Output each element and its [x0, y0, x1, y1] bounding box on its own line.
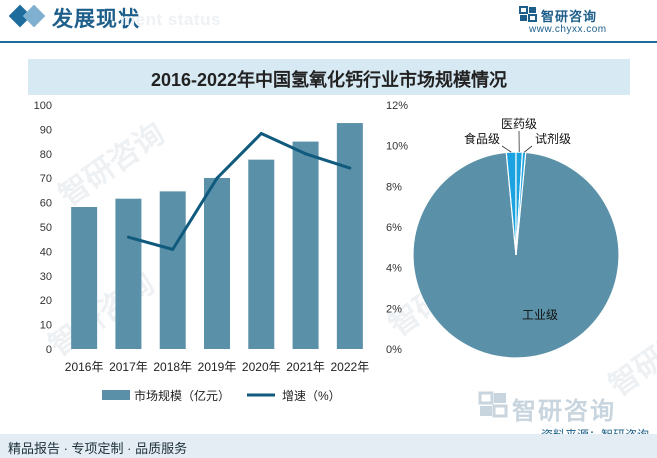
y-right-tick-label: 2% — [386, 303, 402, 315]
footer-tagline: 精品报告 · 专项定制 · 品质服务 — [8, 441, 188, 456]
y-left-tick-label: 30 — [40, 271, 52, 283]
pie-label: 工业级 — [522, 308, 558, 322]
brand-logo-icon — [519, 6, 537, 22]
y-right-tick-label: 4% — [386, 263, 402, 275]
y-left-tick-label: 40 — [40, 246, 52, 258]
pie-slice — [412, 151, 620, 359]
growth-point — [259, 131, 263, 135]
growth-point — [215, 176, 219, 180]
y-right-tick-label: 0% — [386, 344, 402, 356]
growth-point — [304, 152, 308, 156]
chart-title-band: 2016-2022年中国氢氧化钙行业市场规模情况 — [28, 59, 630, 95]
pie-label: 试剂级 — [535, 131, 571, 146]
growth-point — [126, 235, 130, 239]
header-title: 发展现状 — [52, 8, 140, 31]
brand-block: 智研咨询 www.chyxx.com — [519, 6, 639, 40]
x-tick-label: 2020年 — [242, 360, 281, 374]
bar — [248, 159, 275, 349]
legend-label-line: 增速（%） — [282, 389, 341, 403]
pie-leader-line — [501, 145, 512, 153]
chart-title: 2016-2022年中国氢氧化钙行业市场规模情况 — [150, 70, 508, 90]
brand-name: 智研咨询 — [541, 9, 598, 24]
bar — [336, 123, 363, 349]
y-left-tick-label: 60 — [40, 198, 52, 210]
y-left-tick-label: 0 — [46, 344, 52, 356]
x-tick-label: 2018年 — [153, 360, 192, 374]
y-left-tick-label: 10 — [40, 320, 52, 332]
x-tick-label: 2022年 — [331, 360, 370, 374]
legend-label-bar: 市场规模（亿元） — [134, 388, 230, 403]
growth-point — [348, 166, 352, 170]
footer-logo: 智研咨询 — [478, 391, 648, 425]
y-right-tick-label: 6% — [386, 222, 402, 234]
y-left-tick-label: 90 — [40, 124, 52, 136]
x-tick-label: 2016年 — [65, 360, 104, 374]
y-right-tick-label: 10% — [386, 141, 408, 153]
growth-line — [128, 131, 351, 251]
y-right-tick-label: 12% — [386, 100, 408, 112]
footer-logo-icon — [478, 391, 508, 418]
x-tick-label: 2017年 — [109, 360, 148, 374]
y-left-tick-label: 70 — [40, 173, 52, 185]
pie-leader-line — [523, 145, 533, 153]
bar — [159, 191, 186, 349]
x-tick-label: 2021年 — [286, 360, 325, 374]
bar — [71, 206, 98, 349]
y-right-tick-label: 8% — [386, 181, 402, 193]
y-left-tick-label: 20 — [40, 295, 52, 307]
header-rule — [0, 41, 657, 43]
header-subtitle: ment status — [120, 10, 221, 29]
pie-slice — [515, 151, 527, 256]
brand-url: www.chyxx.com — [529, 24, 607, 35]
x-tick-label: 2019年 — [198, 360, 237, 374]
bar — [115, 198, 142, 349]
legend-swatch-bar — [102, 390, 130, 400]
y-left-tick-label: 80 — [40, 149, 52, 161]
page-header: 发展现状 ment status 智研咨询 www.chyxx.com — [0, 0, 657, 40]
bar — [292, 141, 319, 349]
growth-point — [171, 247, 175, 251]
pie-label: 医药级 — [501, 117, 537, 131]
footer-logo-name: 智研咨询 — [512, 398, 616, 425]
bar — [204, 177, 230, 349]
y-left-tick-label: 100 — [34, 100, 52, 112]
footer-bar: 精品报告 · 专项定制 · 品质服务 — [0, 434, 657, 458]
y-left-tick-label: 50 — [40, 222, 52, 234]
pie-label: 食品级 — [464, 131, 500, 146]
